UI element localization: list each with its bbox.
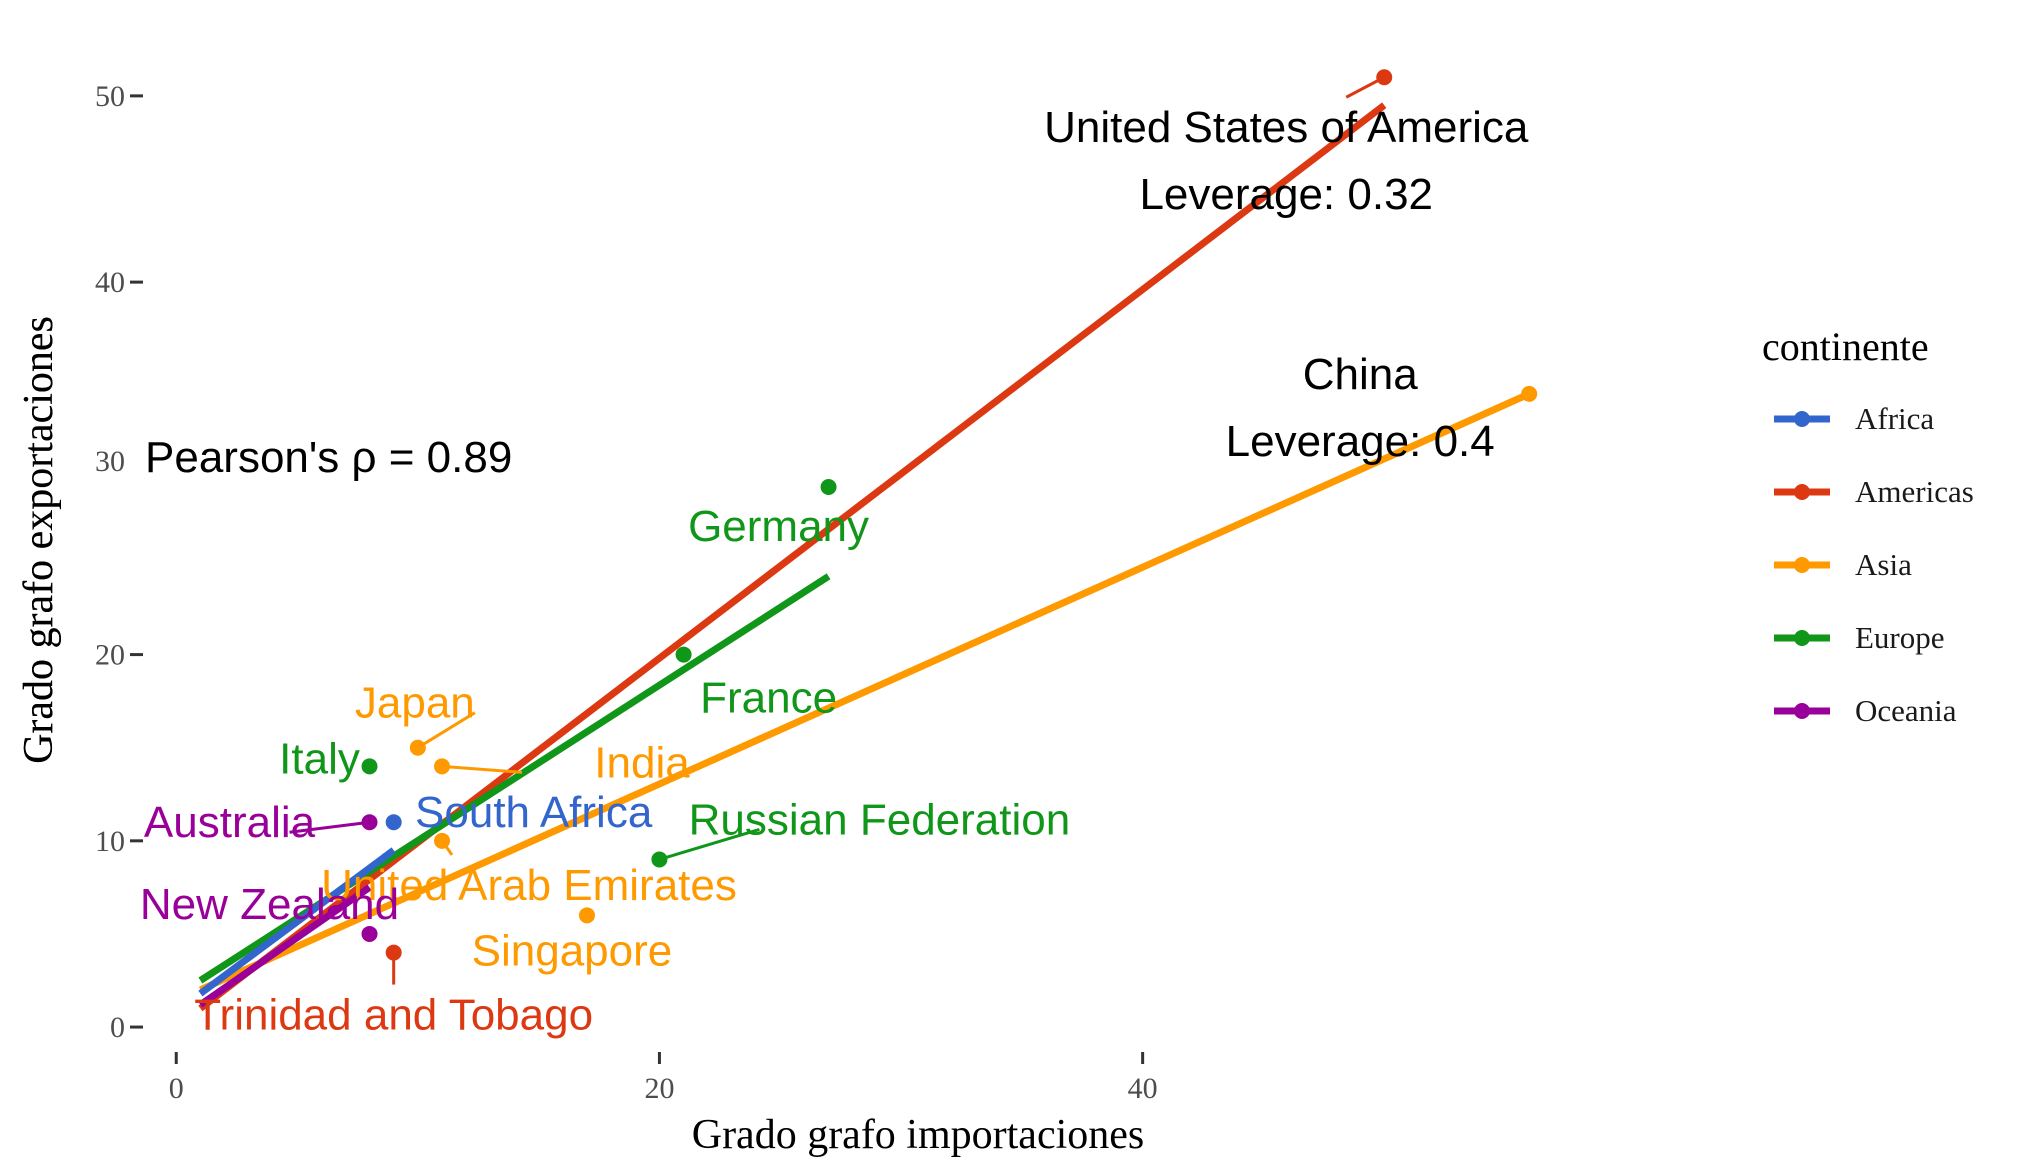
- data-point: [675, 646, 692, 663]
- label-connector: [659, 828, 760, 861]
- y-tick-label: 20: [95, 639, 125, 672]
- legend-label: Africa: [1855, 401, 1934, 436]
- legend-point-africa: [1794, 411, 1810, 427]
- legend-point-asia: [1794, 557, 1810, 573]
- data-point: [361, 758, 378, 775]
- x-tick-label: 20: [644, 1072, 674, 1105]
- data-point: [385, 814, 402, 831]
- legend-point-americas: [1794, 484, 1810, 500]
- point-label: United States of America: [1044, 103, 1529, 152]
- point-label: South Africa: [415, 788, 653, 837]
- y-tick-label: 0: [110, 1011, 125, 1044]
- legend-title: continente: [1762, 324, 1929, 369]
- data-point: [434, 832, 450, 849]
- point-label: Australia: [144, 798, 316, 847]
- y-axis-title: Grado grafo exportaciones: [16, 316, 62, 764]
- fit-line-africa: [198, 847, 396, 997]
- point-label: France: [700, 674, 837, 723]
- legend-label: Oceania: [1855, 693, 1957, 728]
- label-connector: [441, 764, 523, 774]
- data-point: [385, 944, 402, 961]
- x-axis-title: Grado grafo importaciones: [692, 1112, 1145, 1158]
- point-label: Germany: [688, 502, 869, 551]
- point-label: Japan: [355, 679, 475, 728]
- data-point: [651, 851, 668, 868]
- point-label: Singapore: [472, 926, 673, 975]
- data-point: [434, 758, 450, 775]
- fit-line-asia: [198, 390, 1531, 994]
- legend-label: Americas: [1855, 474, 1974, 509]
- y-tick-label: 10: [95, 825, 125, 858]
- fit-line-oceania: [198, 884, 372, 1008]
- data-point: [820, 478, 837, 495]
- x-tick-label: 40: [1128, 1072, 1158, 1105]
- x-axis: 0 20 40: [169, 1052, 1158, 1105]
- data-point: [1376, 69, 1393, 86]
- data-point: [578, 907, 595, 924]
- label-connector: [417, 711, 476, 749]
- y-tick-label: 50: [95, 80, 125, 113]
- point-labels: United States of America China Germany Fran…: [140, 103, 1529, 1039]
- legend: continente Africa Americas Asia Europe Ocean…: [1762, 324, 1974, 728]
- fit-line-americas: [198, 102, 1387, 1012]
- point-label: Italy: [279, 734, 360, 783]
- pearson-annotation: Pearson's ρ = 0.89: [145, 433, 512, 482]
- data-point: [409, 739, 426, 756]
- y-tick-label: 40: [95, 266, 125, 299]
- point-label: China: [1303, 350, 1418, 399]
- label-connector: [289, 820, 370, 834]
- y-tick-label-30-overlay: 30: [95, 445, 125, 478]
- point-label: Trinidad and Tobago: [194, 991, 593, 1040]
- point-label: New Zealand: [140, 880, 399, 929]
- point-label: India: [594, 738, 690, 787]
- data-point: [1521, 385, 1538, 402]
- leverage-label: Leverage: 0.4: [1226, 417, 1495, 466]
- leverage-label: Leverage: 0.32: [1139, 170, 1433, 219]
- legend-label: Europe: [1855, 620, 1945, 655]
- legend-label: Asia: [1855, 547, 1912, 582]
- y-axis-title-overlay: Grado grafo exportaciones: [16, 316, 62, 764]
- legend-point-oceania: [1794, 703, 1810, 719]
- legend-point-europe: [1794, 630, 1810, 646]
- point-label: United Arab Emirates: [321, 861, 737, 910]
- data-point: [361, 925, 378, 942]
- left-margin-mask: [0, 430, 143, 490]
- y-axis: 0 10 20 30 40 50: [95, 80, 143, 1044]
- point-label: Russian Federation: [689, 795, 1071, 844]
- fit-lines: [198, 102, 1531, 1012]
- data-point: [361, 814, 378, 831]
- x-tick-label: 0: [169, 1072, 184, 1105]
- data-points: [361, 69, 1538, 961]
